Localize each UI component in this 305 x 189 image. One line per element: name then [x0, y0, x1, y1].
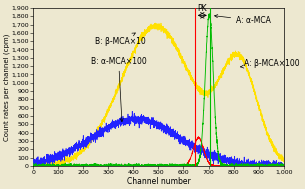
Text: B: β-MCA×10: B: β-MCA×10 [95, 33, 145, 46]
Text: B: α-MCA×100: B: α-MCA×100 [91, 57, 146, 122]
Text: A: α-MCA: A: α-MCA [215, 15, 271, 25]
X-axis label: Channel number: Channel number [127, 177, 190, 186]
Text: PK: PK [197, 4, 207, 13]
Y-axis label: Count rates per channel (cpm): Count rates per channel (cpm) [3, 33, 10, 141]
Text: A: β-MCA×100: A: β-MCA×100 [241, 59, 299, 68]
